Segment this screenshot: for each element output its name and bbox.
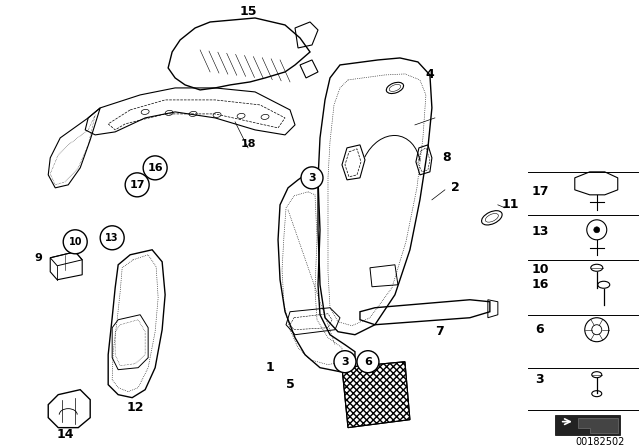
Text: 15: 15 (239, 5, 257, 18)
Circle shape (125, 173, 149, 197)
Circle shape (301, 167, 323, 189)
Text: 10: 10 (68, 237, 82, 247)
Bar (555, 415, 620, 435)
Text: 17: 17 (129, 180, 145, 190)
Text: 9: 9 (35, 253, 42, 263)
Text: 12: 12 (127, 401, 144, 414)
Text: 8: 8 (443, 151, 451, 164)
Text: 13: 13 (106, 233, 119, 243)
Circle shape (143, 156, 167, 180)
Text: 14: 14 (56, 428, 74, 441)
Circle shape (334, 351, 356, 373)
Text: 6: 6 (536, 323, 544, 336)
Text: 7: 7 (436, 325, 444, 338)
Text: 4: 4 (426, 69, 435, 82)
Text: 13: 13 (531, 225, 548, 238)
Circle shape (63, 230, 87, 254)
Text: 3: 3 (536, 373, 544, 386)
Text: 5: 5 (285, 378, 294, 391)
Text: 18: 18 (240, 139, 256, 149)
Circle shape (100, 226, 124, 250)
Text: 11: 11 (501, 198, 518, 211)
Text: 16: 16 (147, 163, 163, 173)
Text: 00182502: 00182502 (575, 437, 625, 447)
Text: 2: 2 (451, 181, 460, 194)
Circle shape (357, 351, 379, 373)
Text: 3: 3 (308, 173, 316, 183)
Text: 3: 3 (341, 357, 349, 367)
Circle shape (594, 227, 600, 233)
Text: 6: 6 (364, 357, 372, 367)
Polygon shape (578, 418, 618, 433)
Text: 17: 17 (531, 185, 548, 198)
Text: 1: 1 (266, 361, 275, 374)
Text: 16: 16 (531, 278, 548, 291)
Text: 10: 10 (531, 263, 548, 276)
